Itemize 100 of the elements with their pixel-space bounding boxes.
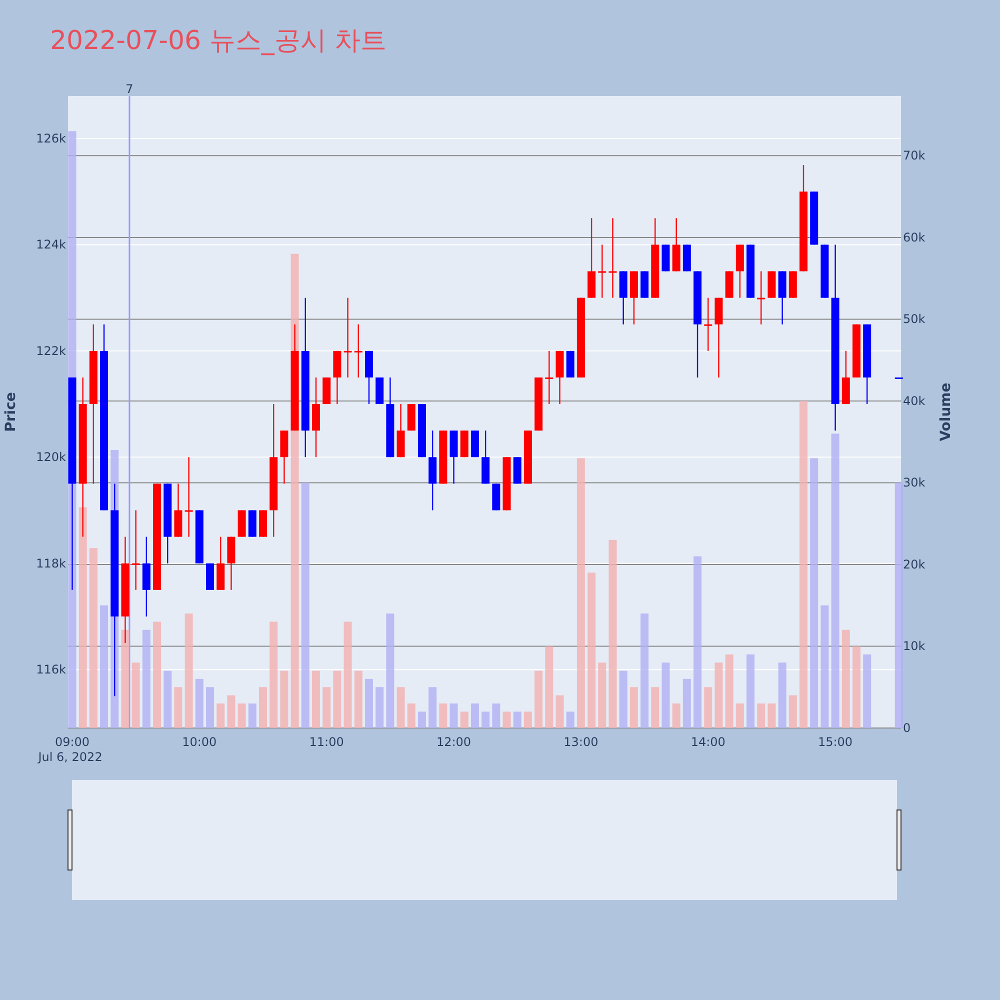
ref-line-label: 7	[126, 82, 134, 96]
y-tick-label: 124k	[36, 238, 66, 252]
bar	[778, 662, 786, 728]
bar	[248, 703, 256, 728]
y-tick-label: 116k	[36, 662, 66, 677]
bar	[333, 670, 342, 728]
chart-title: 2022-07-06 뉴스_공시 차트	[50, 26, 387, 56]
y-tick-label: 120k	[36, 450, 66, 464]
bar	[810, 458, 818, 728]
bar	[78, 507, 87, 728]
bar	[100, 605, 108, 728]
bar	[682, 678, 691, 728]
bar	[386, 614, 394, 728]
bar	[524, 712, 532, 728]
x-tick-label: 09:00 Jul 6, 2022	[37, 735, 102, 764]
bar	[576, 458, 585, 728]
bar	[364, 678, 373, 728]
candlestick	[184, 456, 193, 538]
y2-tick-label: 70k	[903, 148, 926, 163]
bar	[89, 548, 98, 728]
bar	[184, 614, 193, 728]
y-tick-label: 126k	[36, 131, 66, 146]
bar	[428, 687, 437, 728]
bar	[470, 703, 479, 728]
y2-tick-label: 60k	[903, 230, 926, 244]
bar	[301, 482, 310, 728]
bar	[270, 622, 278, 728]
bar	[450, 703, 458, 728]
bar	[132, 662, 140, 728]
bar	[736, 703, 744, 728]
x-tick-label: 12:00	[436, 735, 472, 749]
y2-tick-label: 0	[903, 721, 911, 735]
bar	[651, 687, 660, 728]
y-axis-title: Price	[3, 392, 19, 432]
bar	[545, 646, 554, 728]
bar	[460, 712, 468, 728]
bar	[714, 662, 723, 728]
bar	[312, 670, 320, 728]
bar	[174, 687, 182, 728]
bar	[502, 712, 511, 728]
y-tick-label: 118k	[36, 556, 66, 570]
candlestick	[757, 270, 766, 325]
bar	[280, 670, 288, 728]
bar	[831, 434, 840, 728]
bar	[418, 712, 426, 728]
bar	[640, 614, 649, 728]
y2-axis-title: Volume	[938, 382, 954, 442]
y2-tick-label: 50k	[903, 312, 926, 326]
candlestick	[608, 218, 617, 298]
bar	[439, 703, 448, 728]
bar	[768, 703, 776, 728]
y2-tick-label: 30k	[903, 476, 926, 490]
bar	[238, 703, 246, 728]
bar	[322, 687, 331, 728]
bar	[492, 703, 500, 728]
candlestick	[545, 350, 554, 405]
bar	[662, 662, 670, 728]
bar	[852, 646, 860, 728]
bar	[725, 654, 734, 728]
bar	[588, 572, 596, 728]
bar	[396, 687, 405, 728]
bar	[556, 695, 564, 728]
bar	[842, 630, 850, 728]
bar	[344, 622, 352, 728]
bar	[757, 703, 766, 728]
bar	[566, 712, 574, 728]
bar	[746, 654, 755, 728]
bar	[216, 703, 225, 728]
candlestick	[354, 324, 362, 378]
bar	[142, 630, 150, 728]
x-tick-label: 14:00	[690, 735, 726, 749]
bar	[206, 687, 214, 728]
bar	[630, 687, 638, 728]
bar	[820, 605, 829, 728]
bar	[800, 400, 808, 728]
bar	[608, 540, 617, 728]
bar	[376, 687, 384, 728]
bar	[513, 712, 522, 728]
y2-tick-label: 10k	[903, 639, 926, 654]
x-tick-label: 13:00	[564, 735, 598, 749]
bar	[121, 630, 130, 728]
bar	[195, 678, 204, 728]
bar	[153, 622, 162, 728]
x-tick-label: 11:00	[309, 735, 344, 749]
bar	[788, 695, 797, 728]
candlestick	[704, 297, 712, 352]
bar	[227, 695, 236, 728]
candlestick	[132, 510, 140, 591]
bar	[259, 687, 268, 728]
bar	[164, 670, 172, 728]
candlestick	[598, 244, 606, 298]
y-tick-label: 122k	[36, 344, 66, 358]
bar	[354, 670, 362, 728]
bar	[704, 687, 712, 728]
bar	[694, 556, 702, 728]
bar	[407, 703, 416, 728]
bar	[598, 662, 606, 728]
y2-tick-label: 20k	[903, 557, 926, 572]
bar	[894, 482, 903, 728]
bar	[482, 712, 490, 728]
